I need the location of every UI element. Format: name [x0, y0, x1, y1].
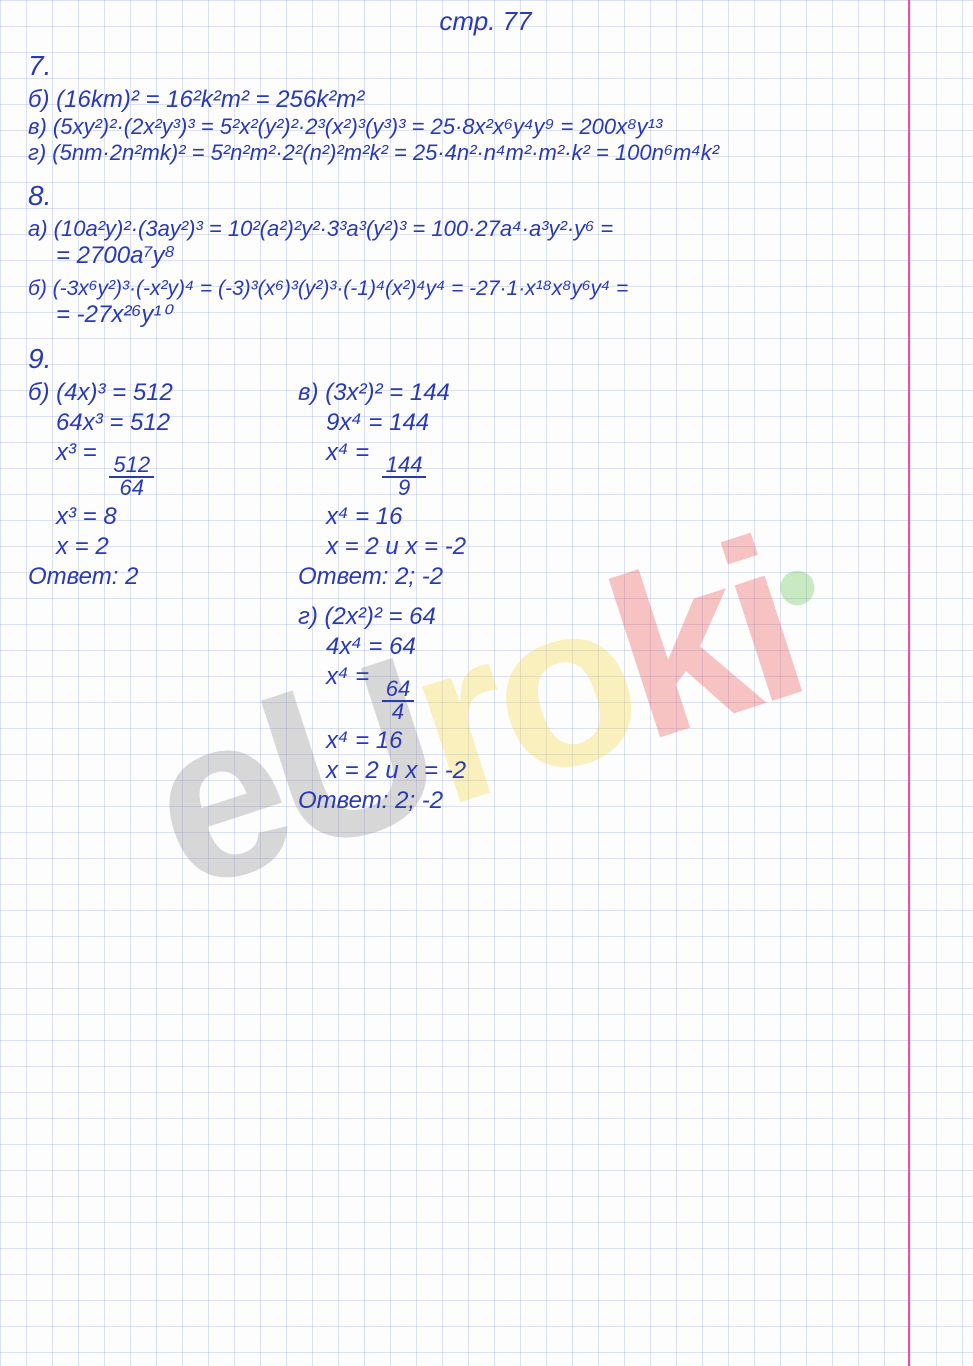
problem-7-number: 7.: [28, 52, 943, 80]
p9b-frac-bot: 64: [115, 478, 147, 499]
p9g-frac-bot: 4: [388, 702, 408, 723]
p8-line-b1: б) (-3x⁶y²)³·(-x²y)⁴ = (-3)³(x⁶)³(y²)³·(…: [28, 278, 943, 299]
p9g-ans: Ответ: 2; -2: [298, 789, 466, 813]
p9v-frac-bot: 9: [394, 478, 414, 499]
p9b-l5: x = 2: [28, 535, 238, 559]
problem-9-number: 9.: [28, 345, 943, 373]
p9-col-b: б) (4x)³ = 512 64x³ = 512 x³ = 512 64 x³…: [28, 381, 238, 815]
p9b-frac: x³ = 512 64: [28, 441, 238, 499]
p9v-l5: x = 2 и x = -2: [298, 535, 466, 559]
problem-8-number: 8.: [28, 182, 943, 210]
page-title: стр. 77: [28, 8, 943, 34]
p9g-frac: x⁴ = 64 4: [298, 665, 466, 723]
p9g-l5: x = 2 и x = -2: [298, 759, 466, 783]
p8-line-a1: а) (10a²y)²·(3ay²)³ = 10²(a²)²y²·3³a³(y²…: [28, 218, 943, 240]
p9v-frac-lhs: x⁴ =: [326, 439, 369, 466]
page-content: стр. 77 7. б) (16km)² = 16²k²m² = 256k²m…: [0, 0, 973, 1366]
p9g-l4: x⁴ = 16: [298, 729, 466, 753]
p9g-frac-lhs: x⁴ =: [326, 663, 369, 690]
p9v-l1: в) (3x²)² = 144: [298, 381, 466, 405]
p9-columns: б) (4x)³ = 512 64x³ = 512 x³ = 512 64 x³…: [28, 381, 943, 815]
p9g-l1: г) (2x²)² = 64: [298, 605, 466, 629]
p9v-l4: x⁴ = 16: [298, 505, 466, 529]
p9-col-vg: в) (3x²)² = 144 9x⁴ = 144 x⁴ = 144 9 x⁴ …: [298, 381, 466, 815]
p9b-frac-lhs: x³ =: [56, 439, 97, 466]
p8-line-a2: = 2700a⁷y⁸: [28, 244, 943, 268]
p7-line-b: б) (16km)² = 16²k²m² = 256k²m²: [28, 88, 943, 112]
p9b-l4: x³ = 8: [28, 505, 238, 529]
p9g-l2: 4x⁴ = 64: [298, 635, 466, 659]
p9v-l2: 9x⁴ = 144: [298, 411, 466, 435]
p9b-frac-body: 512 64: [109, 455, 154, 499]
p7-line-g: г) (5nm·2n²mk)² = 5²n²m²·2²(n²)²m²k² = 2…: [28, 142, 943, 164]
p7-line-v: в) (5xy²)²·(2x²y³)³ = 5²x²(y²)²·2³(x²)³(…: [28, 116, 943, 138]
p9v-frac: x⁴ = 144 9: [298, 441, 466, 499]
p8-line-b2: = -27x²⁶y¹⁰: [28, 303, 943, 327]
p9b-l1: б) (4x)³ = 512: [28, 381, 238, 405]
p9b-ans: Ответ: 2: [28, 565, 238, 589]
p9v-frac-body: 144 9: [382, 455, 427, 499]
p9g-frac-body: 64 4: [382, 679, 414, 723]
p9v-ans: Ответ: 2; -2: [298, 565, 466, 589]
p9b-l2: 64x³ = 512: [28, 411, 238, 435]
